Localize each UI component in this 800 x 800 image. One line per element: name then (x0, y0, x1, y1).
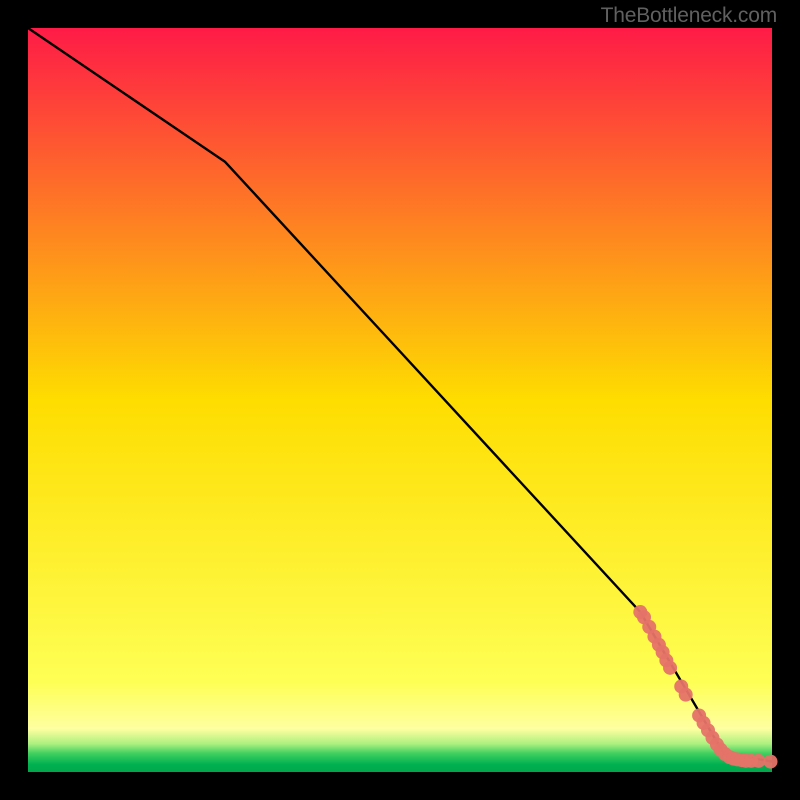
marker-point (752, 754, 766, 768)
chart-svg (0, 0, 800, 800)
chart-frame (0, 0, 800, 800)
watermark-text: TheBottleneck.com (601, 4, 777, 28)
marker-point (679, 688, 693, 702)
chart-container: TheBottleneck.com (0, 0, 800, 800)
marker-point (663, 661, 677, 675)
marker-point (764, 755, 778, 769)
